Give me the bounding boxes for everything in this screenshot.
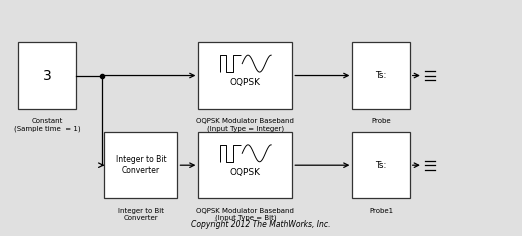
Text: Ts:: Ts:	[375, 71, 387, 80]
Text: Constant
(Sample time  = 1): Constant (Sample time = 1)	[14, 118, 80, 131]
FancyBboxPatch shape	[198, 132, 292, 198]
Text: 3: 3	[43, 68, 51, 83]
Text: Probe1: Probe1	[369, 208, 393, 214]
Text: OQPSK Modulator Baseband
(Input Type = Bit): OQPSK Modulator Baseband (Input Type = B…	[196, 208, 294, 221]
FancyBboxPatch shape	[352, 42, 410, 109]
FancyBboxPatch shape	[352, 132, 410, 198]
Text: OQPSK Modulator Baseband
(Input Type = Integer): OQPSK Modulator Baseband (Input Type = I…	[196, 118, 294, 131]
Text: Ts:: Ts:	[375, 161, 387, 170]
Text: Copyright 2012 The MathWorks, Inc.: Copyright 2012 The MathWorks, Inc.	[191, 220, 331, 229]
Text: OQPSK: OQPSK	[230, 78, 261, 87]
Text: Probe: Probe	[371, 118, 391, 124]
FancyBboxPatch shape	[18, 42, 76, 109]
FancyBboxPatch shape	[198, 42, 292, 109]
Text: Integer to Bit
Converter: Integer to Bit Converter	[116, 156, 166, 175]
Text: OQPSK: OQPSK	[230, 168, 261, 177]
FancyBboxPatch shape	[104, 132, 177, 198]
Text: Integer to Bit
Converter: Integer to Bit Converter	[118, 208, 164, 221]
